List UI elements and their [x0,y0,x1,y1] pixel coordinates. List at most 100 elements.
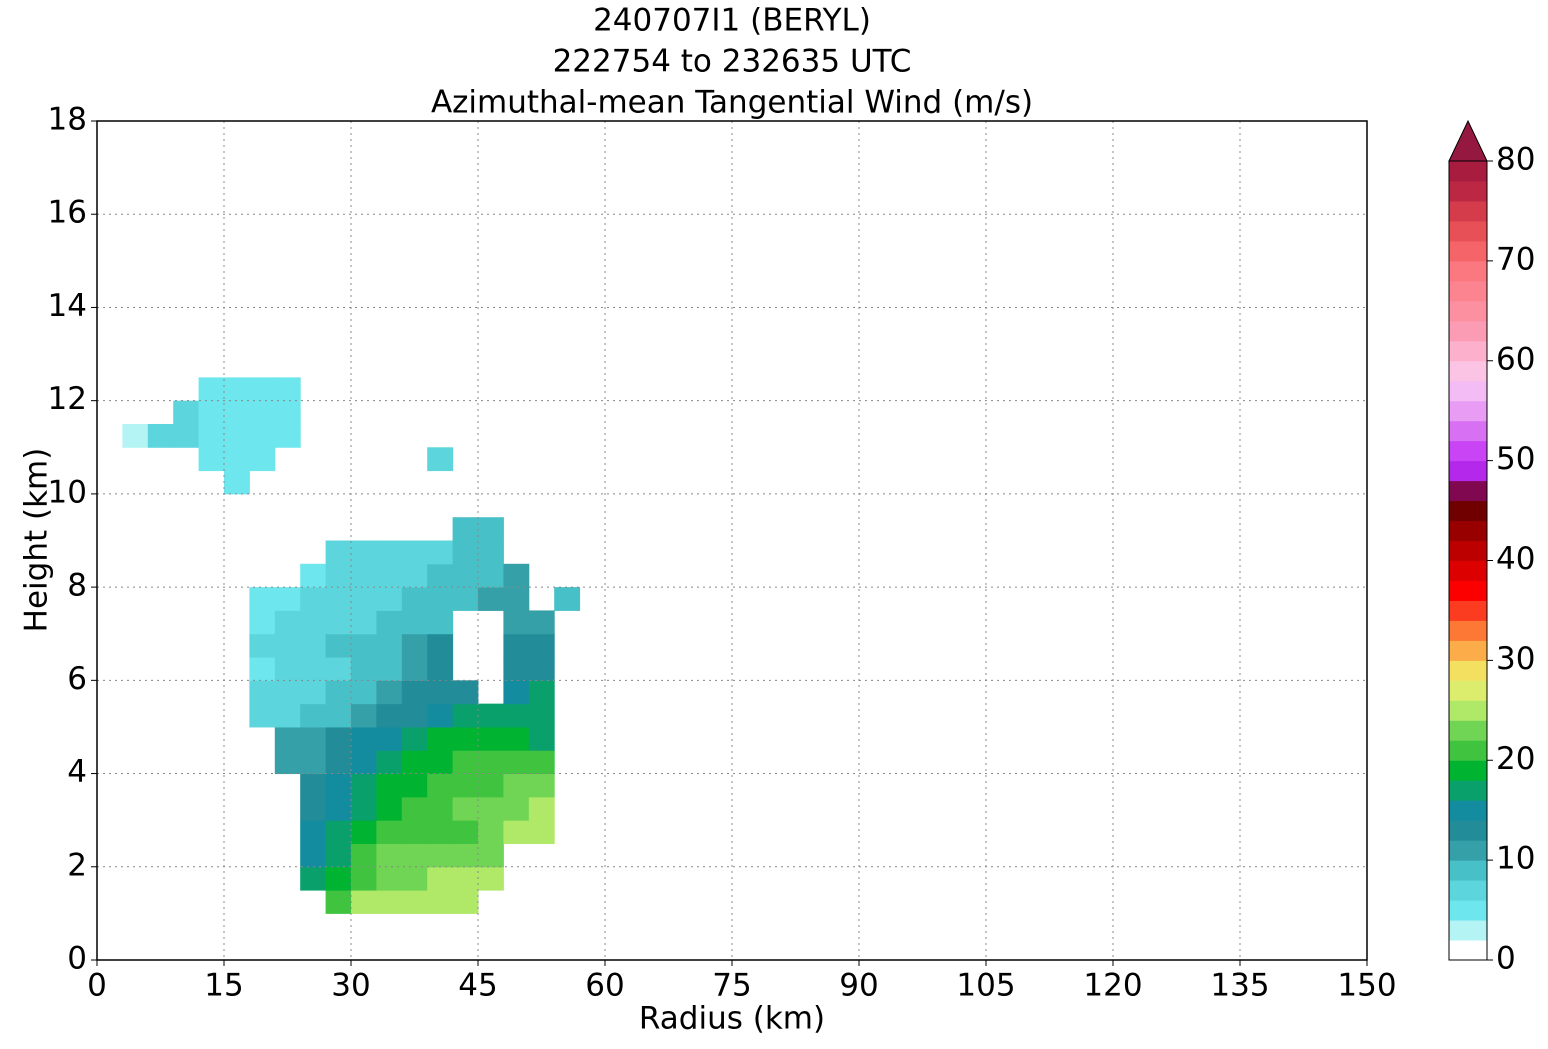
colorbar-band [1449,780,1487,801]
colorbar-band [1449,500,1487,522]
cell [300,843,327,868]
cell [274,750,301,775]
cell [452,587,479,611]
cell [325,866,352,891]
colorbar-tick-label: 20 [1496,741,1535,777]
cell [300,703,327,728]
cell [376,750,403,775]
x-tick-label: 90 [839,968,878,1004]
colorbar-tick-label: 10 [1496,841,1535,877]
cell [452,843,479,868]
cell [427,657,454,681]
cell [478,563,504,588]
cell [351,540,377,565]
colorbar-band [1449,560,1487,581]
cell [427,773,454,798]
cell [427,680,454,705]
cell [376,866,403,891]
colorbar-tick-label: 60 [1496,341,1535,377]
cell [351,610,377,635]
cell [249,400,276,425]
x-tick-label: 0 [87,968,107,1004]
cell [376,890,403,914]
cell [528,773,555,798]
field [122,377,581,914]
x-tick-label: 135 [1210,968,1269,1004]
cell [478,843,504,868]
colorbar-tick-label: 0 [1496,941,1516,977]
cell [427,796,454,821]
colorbar-band [1449,640,1487,661]
cell [427,587,454,611]
cell [401,866,428,891]
cell [224,400,250,425]
x-tick-label: 30 [331,968,370,1004]
cell [427,703,454,728]
x-tick-label: 45 [458,968,497,1004]
cell [452,540,479,565]
cell [528,820,555,844]
cell [478,796,504,821]
cell [274,657,301,681]
x-tick-label: 105 [956,968,1015,1004]
colorbar-band [1449,820,1487,841]
cell [427,750,454,775]
cell [376,796,403,821]
colorbar-band [1449,700,1487,721]
cell [325,750,352,775]
cell [401,890,428,914]
cell [224,470,250,495]
cell [427,610,454,635]
cell [300,610,327,635]
colorbar-band [1449,580,1487,601]
cell [503,610,530,635]
cell [478,587,504,611]
colorbar-band [1449,240,1487,262]
cell [300,820,327,844]
colorbar-band [1449,360,1487,382]
cell [503,657,530,681]
title-line: Azimuthal-mean Tangential Wind (m/s) [431,85,1033,121]
y-tick-label: 6 [67,661,87,697]
cell [351,866,377,891]
cell [300,587,327,611]
cell [249,587,276,611]
cell [376,680,403,705]
colorbar-tick-label: 70 [1496,241,1535,277]
colorbar-band [1449,940,1487,961]
cell [300,866,327,891]
cell [376,633,403,658]
cell [325,843,352,868]
cell [452,563,479,588]
cell [224,377,250,402]
cell [503,703,530,728]
cell [300,750,327,775]
cell [503,587,530,611]
cell [427,540,454,565]
cell [452,680,479,705]
cell [325,773,352,798]
cell [351,726,377,751]
colorbar-tick-label: 50 [1496,441,1535,477]
x-tick-label: 120 [1083,968,1142,1004]
cell [351,773,377,798]
colorbar-band [1449,740,1487,761]
cell [122,423,149,448]
cell [452,773,479,798]
cell [147,423,174,448]
cell [503,680,530,705]
cell [249,680,276,705]
cell [503,563,530,588]
cell [351,633,377,658]
y-tick-label: 18 [48,102,87,138]
cell [274,377,301,402]
colorbar-band [1449,840,1487,861]
colorbar-band [1449,680,1487,701]
cell [452,726,479,751]
y-tick-label: 0 [67,941,87,977]
colorbar-band [1449,900,1487,921]
cell [300,773,327,798]
cell [325,633,352,658]
cell [351,587,377,611]
